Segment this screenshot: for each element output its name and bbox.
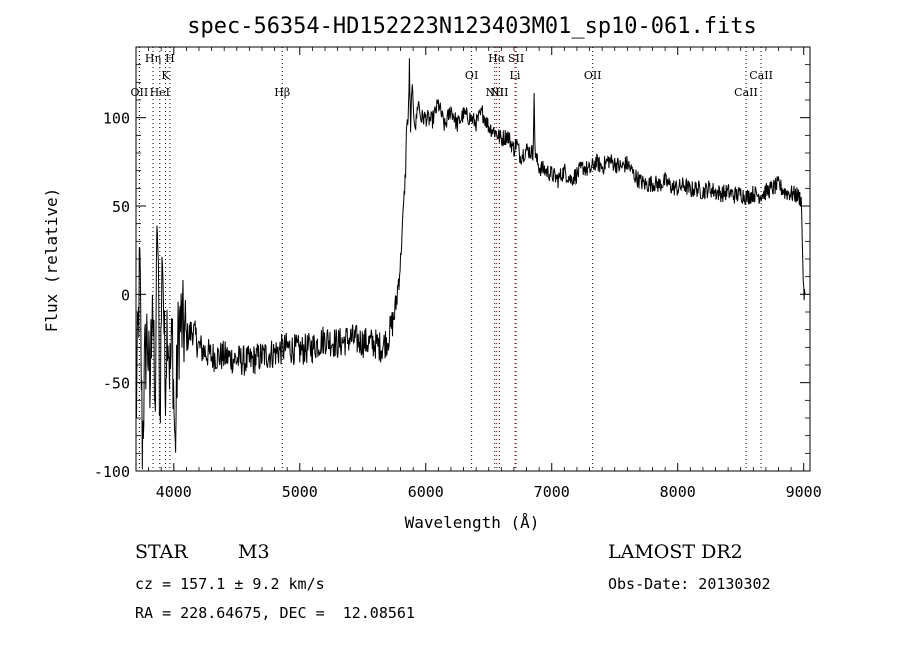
spectral-line-label: Hα	[488, 52, 506, 65]
spectral-line-label: OII	[584, 69, 602, 82]
x-axis-label: Wavelength (Å)	[405, 513, 540, 532]
x-tick-label: 4000	[156, 483, 192, 501]
y-tick-label: 0	[121, 286, 130, 304]
object-class: STAR	[135, 541, 188, 563]
y-tick-label: 50	[112, 198, 130, 216]
y-tick-label: -50	[103, 375, 130, 393]
redshift-cz: cz = 157.1 ± 9.2 km/s	[135, 575, 325, 593]
spectral-line-label: K	[161, 69, 170, 82]
spectral-line-label: CaII	[734, 86, 758, 99]
x-tick-label: 8000	[660, 483, 696, 501]
ra-dec: RA = 228.64675, DEC = 12.08561	[135, 604, 415, 622]
spectral-line-label: HeI	[150, 86, 170, 99]
x-tick-label: 6000	[408, 483, 444, 501]
spectral-line-label: OII	[131, 86, 149, 99]
y-axis-label: Flux (relative)	[42, 188, 61, 333]
spectral-line-label: NII	[490, 86, 508, 99]
x-tick-label: 7000	[534, 483, 570, 501]
spectral-line-label: CaII	[749, 69, 773, 82]
spectrum-line	[135, 58, 806, 470]
y-tick-label: 100	[103, 110, 130, 128]
spectral-line-label: OI	[465, 69, 478, 82]
spectrum-series	[135, 58, 806, 470]
object-subclass: M3	[238, 541, 270, 563]
x-tick-label: 9000	[786, 483, 822, 501]
spectral-line-label: Hβ	[274, 86, 290, 99]
observation-date: Obs-Date: 20130302	[608, 575, 771, 593]
x-tick-label: 5000	[282, 483, 318, 501]
spectral-line-label: SII	[508, 52, 524, 65]
spectral-line-label: H	[165, 52, 175, 65]
chart-title: spec-56354-HD152223N123403M01_sp10-061.f…	[187, 14, 757, 39]
plot-frame	[135, 46, 811, 472]
axis-ticks: 4000 5000 6000 7000 8000 9000 -100 -50 0 50 100	[94, 46, 822, 501]
spectral-line-label: Hη	[145, 52, 161, 65]
survey-name: LAMOST DR2	[608, 541, 743, 563]
y-tick-label: -100	[94, 463, 130, 481]
spectral-line-label: Li	[510, 69, 521, 82]
